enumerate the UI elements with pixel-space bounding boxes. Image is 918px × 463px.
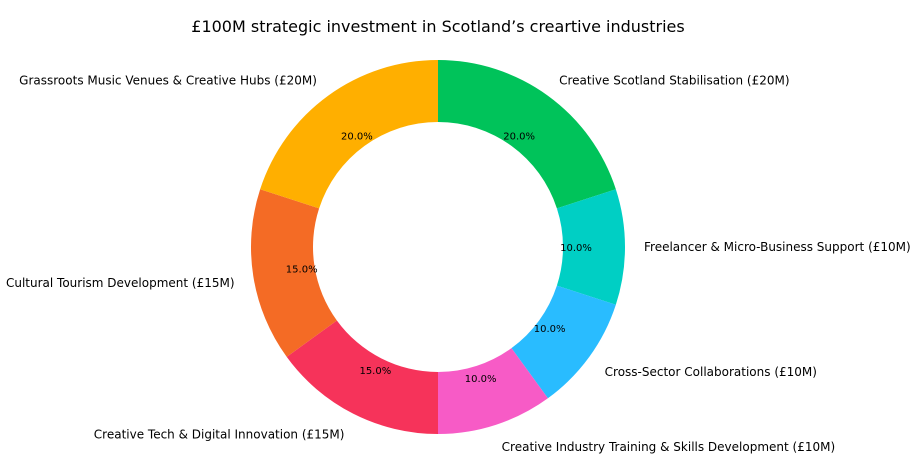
slice-labels: Creative Scotland Stabilisation (£20M) Fr… xyxy=(6,73,911,454)
slice-label: Cross-Sector Collaborations (£10M) xyxy=(605,365,817,379)
slice-label: Creative Scotland Stabilisation (£20M) xyxy=(559,73,789,87)
donut-slice xyxy=(511,285,616,399)
donut-slice xyxy=(556,189,626,305)
donut-slice xyxy=(438,60,616,209)
donut-slice xyxy=(438,348,548,434)
percentage-label: 15.0% xyxy=(359,366,391,377)
slice-label: Grassroots Music Venues & Creative Hubs … xyxy=(19,73,317,87)
slice-label: Creative Industry Training & Skills Deve… xyxy=(502,440,835,454)
slice-label: Freelancer & Micro-Business Support (£10… xyxy=(644,240,911,254)
percentage-label: 10.0% xyxy=(560,243,592,254)
percentage-label: 10.0% xyxy=(534,324,566,335)
chart-title: £100M strategic investment in Scotland’s… xyxy=(191,17,684,36)
donut-slice xyxy=(286,320,438,434)
slice-label: Cultural Tourism Development (£15M) xyxy=(6,276,235,290)
percentage-label: 20.0% xyxy=(503,131,535,142)
percentage-label: 10.0% xyxy=(465,374,497,385)
percentage-label: 15.0% xyxy=(286,265,318,276)
donut-slice xyxy=(251,189,337,357)
percentage-label: 20.0% xyxy=(341,131,373,142)
donut-slices xyxy=(251,60,626,434)
slice-label: Creative Tech & Digital Innovation (£15M… xyxy=(94,428,345,442)
percentage-labels: 20.0% 10.0% 10.0% 10.0% 15.0% 15.0% 20.0% xyxy=(286,131,592,385)
donut-slice xyxy=(260,60,438,209)
